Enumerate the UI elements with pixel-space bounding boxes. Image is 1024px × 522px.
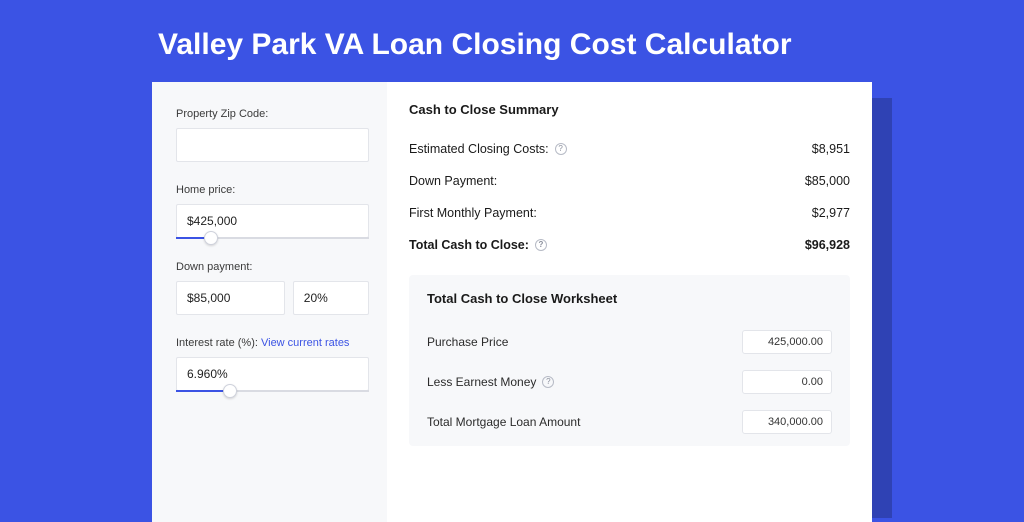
summary-row-value: $2,977: [812, 206, 850, 220]
summary-row-value: $8,951: [812, 142, 850, 156]
worksheet-row: Total Mortgage Loan Amount: [427, 402, 832, 442]
worksheet-row-value[interactable]: [742, 330, 832, 354]
worksheet-row: Purchase Price: [427, 322, 832, 362]
zip-field: Property Zip Code:: [176, 108, 369, 162]
interest-rate-slider-fill: [176, 390, 230, 392]
home-price-label: Home price:: [176, 184, 369, 196]
worksheet-title: Total Cash to Close Worksheet: [427, 291, 832, 306]
summary-row-value: $85,000: [805, 174, 850, 188]
worksheet-row-value[interactable]: [742, 370, 832, 394]
summary-row-label: Total Cash to Close:?: [409, 238, 547, 252]
worksheet-row-label-text: Total Mortgage Loan Amount: [427, 415, 580, 429]
interest-rate-input[interactable]: [176, 357, 369, 391]
inputs-panel: Property Zip Code: Home price: Down paym…: [152, 82, 387, 522]
help-icon[interactable]: ?: [542, 376, 554, 388]
summary-row: Down Payment: $85,000: [409, 165, 850, 197]
interest-rate-slider[interactable]: [176, 390, 369, 392]
interest-rate-slider-thumb[interactable]: [223, 384, 237, 398]
results-panel: Cash to Close Summary Estimated Closing …: [387, 82, 872, 522]
summary-row-label-text: Down Payment:: [409, 174, 497, 188]
home-price-slider[interactable]: [176, 237, 369, 239]
help-icon[interactable]: ?: [535, 239, 547, 251]
summary-list: Estimated Closing Costs:? $8,951 Down Paym…: [409, 133, 850, 261]
interest-rate-label-text: Interest rate (%):: [176, 337, 258, 349]
summary-row-label-text: Total Cash to Close:: [409, 238, 529, 252]
summary-row-value: $96,928: [805, 238, 850, 252]
interest-rate-label: Interest rate (%): View current rates: [176, 337, 369, 349]
summary-row-label: Estimated Closing Costs:?: [409, 142, 567, 156]
home-price-slider-thumb[interactable]: [204, 231, 218, 245]
worksheet-row-label-text: Purchase Price: [427, 335, 508, 349]
summary-row-label-text: First Monthly Payment:: [409, 206, 537, 220]
summary-row: Estimated Closing Costs:? $8,951: [409, 133, 850, 165]
summary-row-label: Down Payment:: [409, 174, 497, 188]
help-icon[interactable]: ?: [555, 143, 567, 155]
down-payment-field: Down payment:: [176, 261, 369, 315]
worksheet-row-label: Purchase Price: [427, 335, 508, 349]
down-payment-input[interactable]: [176, 281, 285, 315]
worksheet-list: Purchase Price Less Earnest Money? Total M…: [427, 322, 832, 442]
page-title: Valley Park VA Loan Closing Cost Calcula…: [0, 0, 1024, 80]
summary-row-label-text: Estimated Closing Costs:: [409, 142, 549, 156]
worksheet-panel: Total Cash to Close Worksheet Purchase P…: [409, 275, 850, 446]
zip-input[interactable]: [176, 128, 369, 162]
home-price-field: Home price:: [176, 184, 369, 239]
summary-row-label: First Monthly Payment:: [409, 206, 537, 220]
down-payment-label: Down payment:: [176, 261, 369, 273]
summary-row: Total Cash to Close:? $96,928: [409, 229, 850, 261]
worksheet-row-label-text: Less Earnest Money: [427, 375, 536, 389]
zip-label: Property Zip Code:: [176, 108, 369, 120]
summary-row: First Monthly Payment: $2,977: [409, 197, 850, 229]
down-payment-pct-input[interactable]: [293, 281, 369, 315]
worksheet-row-label: Total Mortgage Loan Amount: [427, 415, 580, 429]
summary-title: Cash to Close Summary: [409, 102, 850, 117]
calculator-card: Property Zip Code: Home price: Down paym…: [152, 82, 872, 522]
worksheet-row-value[interactable]: [742, 410, 832, 434]
worksheet-row: Less Earnest Money?: [427, 362, 832, 402]
worksheet-row-label: Less Earnest Money?: [427, 375, 554, 389]
view-rates-link[interactable]: View current rates: [261, 337, 349, 349]
interest-rate-field: Interest rate (%): View current rates: [176, 337, 369, 392]
